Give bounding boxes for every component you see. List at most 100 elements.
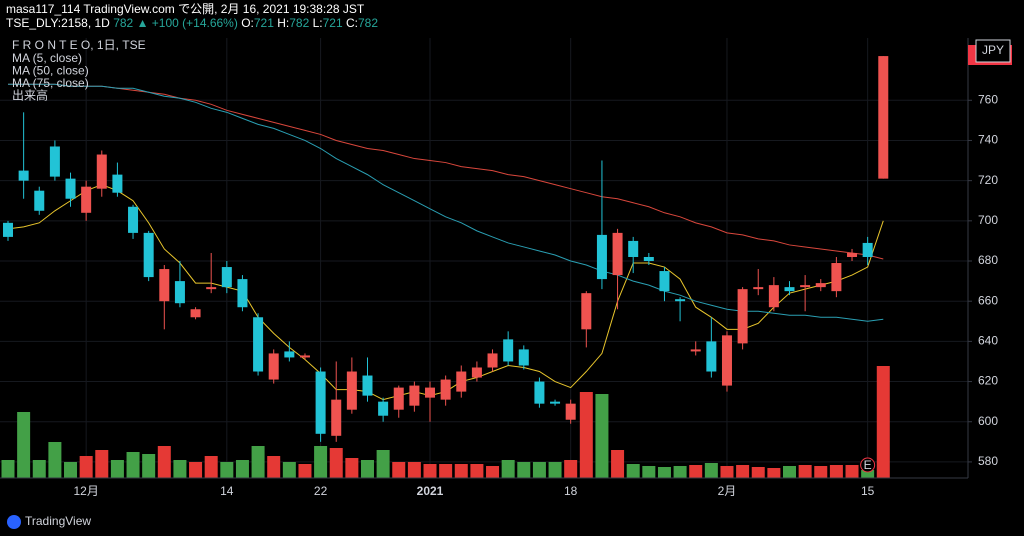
candle-body: [315, 371, 326, 434]
candle-body: [221, 267, 232, 288]
volume-bar: [32, 460, 46, 478]
y-tick-label: 680: [978, 253, 998, 267]
candle-body: [409, 385, 420, 406]
candles: [3, 56, 889, 442]
candle-body: [753, 287, 764, 290]
volume-bar: [783, 466, 796, 478]
volume-bar: [454, 464, 468, 478]
volume-bar: [189, 462, 203, 478]
volume-bar: [1, 460, 15, 478]
volume-bar: [220, 462, 234, 478]
volume-bar: [64, 462, 78, 478]
candle-body: [206, 287, 217, 290]
y-tick-label: 760: [978, 92, 998, 106]
candle-body: [393, 387, 404, 410]
volume-bar: [595, 394, 609, 478]
candle-body: [471, 367, 482, 378]
volume-bar: [110, 460, 124, 478]
volume-bar: [95, 450, 109, 478]
last: 782: [113, 16, 133, 30]
legend-entry: MA (50, close): [12, 64, 89, 78]
candle-body: [721, 335, 732, 386]
x-tick-label: 22: [314, 484, 328, 498]
ohlc-l: 721: [323, 16, 343, 30]
ma-line: [8, 83, 884, 322]
legend: MA (5, close)MA (50, close)MA (75, close…: [12, 51, 89, 103]
candle-body: [3, 222, 13, 237]
chart-title: F R O N T E O, 1日, TSE: [12, 38, 146, 52]
volume-bar: [501, 460, 515, 478]
volume-bar: [611, 450, 625, 478]
candle-body: [253, 317, 264, 372]
candle-body: [612, 232, 623, 276]
volume-bar: [142, 454, 156, 478]
candle-body: [362, 375, 373, 396]
candle-body: [331, 399, 342, 436]
ohlc-h-label: H:: [277, 16, 289, 30]
candle-body: [534, 381, 545, 404]
candle-body: [565, 403, 576, 420]
y-tick-label: 580: [978, 454, 998, 468]
candle-body: [675, 299, 686, 302]
volume-bar: [298, 464, 312, 478]
y-tick-label: 740: [978, 133, 998, 147]
candle-body: [425, 387, 436, 398]
ohlc-h: 782: [289, 16, 309, 30]
volume-bar: [814, 466, 828, 478]
volume-bar: [704, 463, 718, 478]
candle-body: [268, 353, 279, 380]
ohlc-l-label: L:: [313, 16, 323, 30]
volume-bar: [407, 462, 421, 478]
volume-bar: [329, 448, 343, 478]
ohlc-o: 721: [254, 16, 274, 30]
volume-bar: [173, 460, 187, 478]
volume-bar: [17, 412, 31, 478]
candle-body: [643, 256, 654, 262]
volume-bar: [360, 460, 374, 478]
candle-body: [174, 281, 185, 304]
volume-bar: [642, 466, 656, 478]
candle-body: [143, 232, 154, 278]
ma-line: [8, 83, 884, 260]
volume-bar: [673, 466, 687, 478]
volume-bar: [657, 467, 671, 478]
volume: [1, 366, 890, 478]
volume-bar: [517, 462, 531, 478]
volume-bar: [392, 462, 406, 478]
axes: 580 600 620 640 660 680 700 720 740 760 12月 14 22 202…: [73, 92, 998, 498]
x-tick-label: 18: [564, 484, 578, 498]
candle-body: [112, 174, 123, 193]
volume-bar: [845, 465, 859, 478]
volume-bar: [439, 464, 453, 478]
ohlc-c-label: C:: [346, 16, 358, 30]
candle-body: [34, 190, 45, 211]
change: ▲ +100 (+14.66%): [137, 16, 238, 30]
candle-body: [800, 285, 811, 288]
x-tick-label: 2月: [718, 484, 737, 498]
volume-bar: [767, 468, 781, 478]
y-tick-label: 700: [978, 213, 998, 227]
volume-bar: [876, 366, 890, 478]
volume-bar: [548, 462, 562, 478]
volume-bar: [532, 462, 546, 478]
candle-body: [237, 279, 248, 308]
candle-body: [862, 242, 873, 257]
volume-bar: [48, 442, 62, 478]
candle-body: [159, 269, 170, 302]
earnings-marker: [860, 457, 876, 473]
volume-bar: [157, 446, 171, 478]
candle-body: [440, 379, 451, 400]
candle-body: [18, 170, 29, 181]
candle-body: [768, 285, 779, 308]
volume-bar: [861, 470, 875, 478]
currency-box: [975, 39, 1011, 63]
grid: [0, 38, 968, 478]
volume-bar: [564, 460, 578, 478]
candle-body: [690, 349, 701, 352]
ohlc-c: 782: [358, 16, 378, 30]
volume-bar: [689, 465, 703, 478]
ohlc-o-label: O:: [241, 16, 254, 30]
candle-body: [190, 309, 201, 318]
candle-body: [581, 293, 592, 330]
volume-bar: [282, 462, 296, 478]
